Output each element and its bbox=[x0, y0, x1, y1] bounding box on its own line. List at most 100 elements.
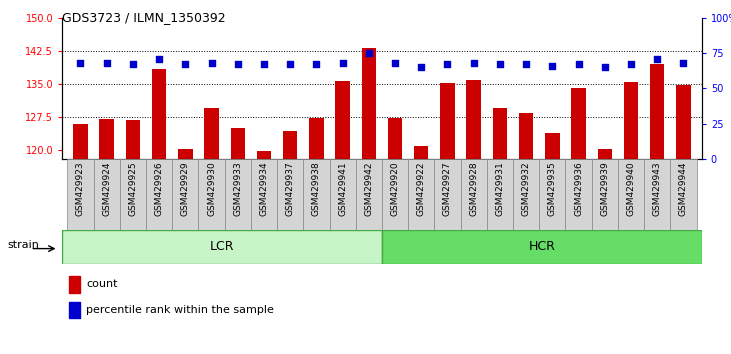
Bar bbox=[99, 119, 114, 159]
Text: GSM429924: GSM429924 bbox=[102, 161, 111, 216]
Bar bbox=[624, 82, 638, 159]
Bar bbox=[309, 118, 324, 159]
Point bbox=[232, 62, 243, 67]
Bar bbox=[382, 230, 702, 264]
Text: percentile rank within the sample: percentile rank within the sample bbox=[86, 305, 274, 315]
Point bbox=[468, 60, 480, 66]
Text: GDS3723 / ILMN_1350392: GDS3723 / ILMN_1350392 bbox=[62, 11, 226, 24]
Bar bbox=[205, 108, 219, 159]
Bar bbox=[597, 149, 612, 159]
Point bbox=[625, 62, 637, 67]
Point bbox=[520, 62, 532, 67]
Text: GSM429940: GSM429940 bbox=[626, 161, 635, 216]
Bar bbox=[414, 146, 428, 159]
Bar bbox=[356, 159, 382, 230]
Text: count: count bbox=[86, 279, 118, 289]
Bar bbox=[676, 85, 691, 159]
Text: GSM429932: GSM429932 bbox=[522, 161, 531, 216]
Text: GSM429943: GSM429943 bbox=[653, 161, 662, 216]
Bar bbox=[545, 133, 559, 159]
Text: GSM429939: GSM429939 bbox=[600, 161, 609, 216]
Text: GSM429936: GSM429936 bbox=[574, 161, 583, 216]
Bar bbox=[408, 159, 434, 230]
Bar bbox=[178, 149, 192, 159]
Bar bbox=[73, 124, 88, 159]
Point bbox=[311, 62, 322, 67]
Bar bbox=[330, 159, 356, 230]
Bar bbox=[572, 88, 586, 159]
Bar bbox=[591, 159, 618, 230]
Point bbox=[442, 62, 453, 67]
Point bbox=[494, 62, 506, 67]
Bar bbox=[62, 230, 382, 264]
Bar bbox=[224, 159, 251, 230]
Text: GSM429930: GSM429930 bbox=[207, 161, 216, 216]
Point bbox=[363, 50, 375, 56]
Bar bbox=[69, 276, 80, 292]
Point bbox=[75, 60, 86, 66]
Text: GSM429942: GSM429942 bbox=[364, 161, 374, 216]
Text: GSM429925: GSM429925 bbox=[129, 161, 137, 216]
Bar bbox=[120, 159, 146, 230]
Text: strain: strain bbox=[7, 240, 39, 250]
Text: GSM429937: GSM429937 bbox=[286, 161, 295, 216]
Bar bbox=[493, 108, 507, 159]
Point bbox=[180, 62, 192, 67]
Bar bbox=[566, 159, 591, 230]
Text: GSM429941: GSM429941 bbox=[338, 161, 347, 216]
Bar bbox=[461, 159, 487, 230]
Text: GSM429926: GSM429926 bbox=[155, 161, 164, 216]
Text: LCR: LCR bbox=[210, 240, 235, 253]
Bar bbox=[336, 80, 350, 159]
Bar bbox=[362, 48, 376, 159]
Bar bbox=[303, 159, 330, 230]
Text: GSM429934: GSM429934 bbox=[260, 161, 268, 216]
Point bbox=[284, 62, 296, 67]
Point bbox=[205, 60, 217, 66]
Text: GSM429931: GSM429931 bbox=[496, 161, 504, 216]
Point bbox=[154, 56, 165, 62]
Point bbox=[101, 60, 113, 66]
Text: HCR: HCR bbox=[529, 240, 556, 253]
Text: GSM429938: GSM429938 bbox=[312, 161, 321, 216]
Bar bbox=[251, 159, 277, 230]
Text: GSM429928: GSM429928 bbox=[469, 161, 478, 216]
Point bbox=[337, 60, 349, 66]
Text: GSM429933: GSM429933 bbox=[233, 161, 242, 216]
Bar bbox=[257, 152, 271, 159]
Bar bbox=[382, 159, 408, 230]
Bar bbox=[513, 159, 539, 230]
Text: GSM429923: GSM429923 bbox=[76, 161, 85, 216]
Bar bbox=[283, 131, 298, 159]
Bar bbox=[434, 159, 461, 230]
Text: GSM429920: GSM429920 bbox=[390, 161, 400, 216]
Bar bbox=[67, 159, 94, 230]
Bar bbox=[126, 120, 140, 159]
Bar bbox=[198, 159, 224, 230]
Text: GSM429929: GSM429929 bbox=[181, 161, 190, 216]
Point bbox=[127, 62, 139, 67]
Point bbox=[678, 60, 689, 66]
Bar bbox=[466, 80, 481, 159]
Bar bbox=[69, 302, 80, 319]
Bar bbox=[650, 64, 664, 159]
Bar bbox=[388, 118, 402, 159]
Point bbox=[415, 64, 427, 70]
Bar bbox=[152, 69, 167, 159]
Point bbox=[651, 56, 663, 62]
Bar bbox=[487, 159, 513, 230]
Point bbox=[389, 60, 401, 66]
Bar bbox=[277, 159, 303, 230]
Bar bbox=[173, 159, 198, 230]
Text: GSM429927: GSM429927 bbox=[443, 161, 452, 216]
Bar bbox=[440, 83, 455, 159]
Point bbox=[547, 63, 558, 69]
Bar bbox=[618, 159, 644, 230]
Text: GSM429935: GSM429935 bbox=[548, 161, 557, 216]
Point bbox=[258, 62, 270, 67]
Point bbox=[599, 64, 610, 70]
Bar bbox=[670, 159, 697, 230]
Bar bbox=[539, 159, 566, 230]
Text: GSM429922: GSM429922 bbox=[417, 161, 425, 216]
Point bbox=[572, 62, 584, 67]
